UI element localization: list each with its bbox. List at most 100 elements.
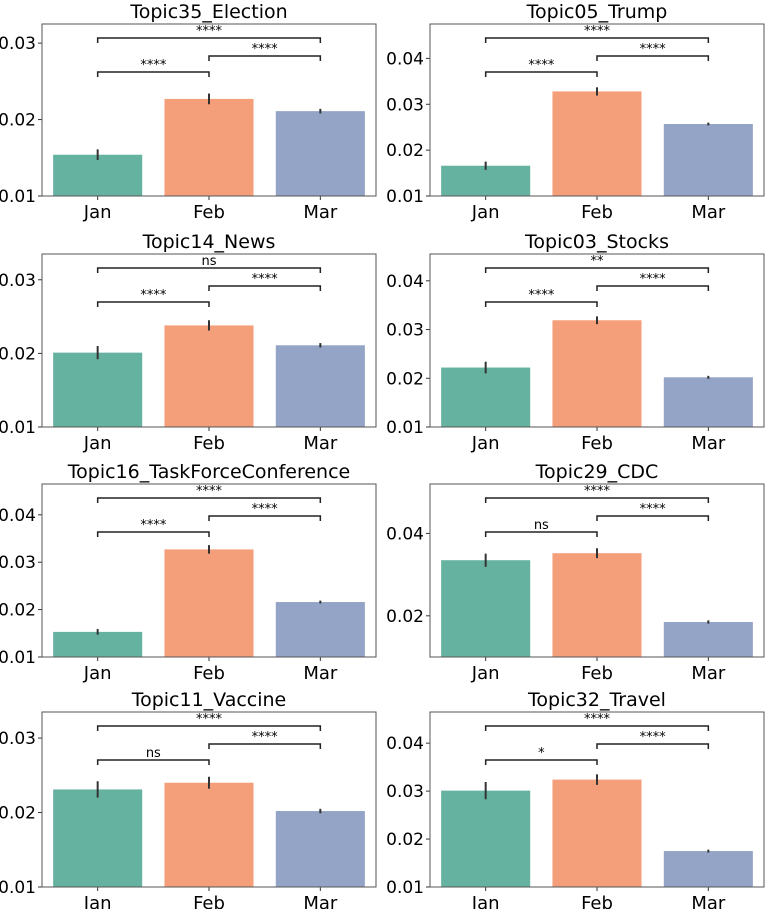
y-tick-label: 0.02 — [386, 607, 424, 627]
y-tick-label: 0.03 — [0, 271, 36, 291]
significance-label: * — [538, 746, 545, 761]
x-tick-label: Feb — [581, 663, 613, 684]
significance-bracket — [96, 71, 210, 77]
significance-label: **** — [196, 484, 223, 499]
plot-frame — [41, 23, 377, 197]
y-tick-label: 0.01 — [386, 187, 424, 207]
y-tick-label: 0.04 — [386, 524, 424, 544]
x-tick-label: Jan — [471, 663, 500, 684]
significance-bracket — [96, 301, 210, 307]
chart-title: Topic03_Stocks — [524, 231, 669, 253]
significance-label: **** — [584, 24, 611, 39]
x-tick-label: Mar — [691, 433, 726, 454]
significance-label: **** — [252, 502, 279, 517]
significance-bracket — [96, 759, 210, 765]
plot-frame — [41, 711, 377, 888]
significance-label: ns — [534, 518, 549, 533]
bar — [663, 621, 753, 657]
significance-bracket — [484, 301, 598, 307]
chart-panel: Topic03_Stocks Jan Feb Mar 0.01 0.02 0.03 0.04 *… — [386, 231, 765, 454]
bar — [441, 165, 531, 196]
y-tick-label: 0.02 — [386, 830, 424, 850]
bar — [53, 631, 143, 657]
x-tick-label: Mar — [303, 663, 338, 684]
significance-bracket — [96, 497, 322, 503]
significance-label: **** — [140, 288, 167, 303]
y-tick-label: 0.02 — [386, 369, 424, 389]
y-tick-label: 0.03 — [386, 782, 424, 802]
significance-label: **** — [528, 288, 555, 303]
chart-title: Topic14_News — [142, 231, 276, 253]
y-tick-label: 0.04 — [0, 506, 36, 526]
plot-frame — [429, 483, 765, 658]
chart-panel: Topic35_Election Jan Feb Mar 0.01 0.02 0.03 ***… — [0, 1, 377, 223]
y-tick-label: 0.01 — [0, 648, 36, 668]
chart-title: Topic32_Travel — [527, 689, 666, 711]
y-tick-label: 0.03 — [0, 729, 36, 749]
bar — [164, 549, 254, 657]
plot-frame — [429, 711, 765, 888]
bar — [164, 325, 254, 427]
significance-label: **** — [640, 502, 667, 517]
x-tick-label: Jan — [471, 433, 500, 454]
significance-bracket — [484, 267, 710, 273]
significance-bracket — [484, 759, 598, 765]
significance-bracket — [96, 725, 322, 731]
significance-label: **** — [640, 730, 667, 745]
chart-panel: Topic14_News Jan Feb Mar 0.01 0.02 0.03 **** ***… — [0, 231, 377, 454]
significance-label: **** — [640, 272, 667, 287]
significance-label: **** — [252, 730, 279, 745]
bar — [164, 98, 254, 196]
significance-label: **** — [528, 58, 555, 73]
chart-title: Topic05_Trump — [526, 1, 668, 23]
x-tick-label: Feb — [193, 202, 225, 223]
significance-bracket — [484, 531, 598, 537]
bar — [663, 123, 753, 196]
plot-frame — [429, 23, 765, 197]
x-tick-label: Mar — [691, 893, 726, 909]
chart-panel: Topic05_Trump Jan Feb Mar 0.01 0.02 0.03 0.04 **… — [386, 1, 765, 223]
y-tick-label: 0.02 — [0, 111, 36, 131]
y-tick-label: 0.02 — [386, 141, 424, 161]
significance-label: **** — [252, 42, 279, 57]
x-tick-label: Mar — [303, 202, 338, 223]
x-tick-label: Mar — [691, 663, 726, 684]
chart-title: Topic16_TaskForceConference — [67, 461, 350, 483]
x-tick-label: Feb — [581, 893, 613, 909]
y-tick-label: 0.04 — [386, 272, 424, 292]
significance-bracket — [208, 55, 322, 61]
y-tick-label: 0.04 — [386, 49, 424, 69]
significance-label: **** — [196, 24, 223, 39]
chart-title: Topic11_Vaccine — [131, 689, 287, 711]
plot-frame — [41, 253, 377, 428]
y-tick-label: 0.02 — [0, 601, 36, 621]
bar — [275, 811, 365, 887]
x-tick-label: Mar — [691, 202, 726, 223]
bar — [164, 782, 254, 887]
significance-bracket — [208, 743, 322, 749]
chart-panel: Topic32_Travel Jan Feb Mar 0.01 0.02 0.03 0.04 *… — [386, 689, 765, 913]
bar — [552, 91, 642, 196]
y-tick-label: 0.03 — [386, 95, 424, 115]
chart-panel: Topic29_CDC Jan Feb Mar 0.02 0.04 ns **** **** — [386, 461, 765, 684]
significance-bracket — [596, 515, 710, 521]
bar — [53, 154, 143, 196]
y-tick-label: 0.04 — [386, 734, 424, 754]
significance-bracket — [596, 743, 710, 749]
significance-label: **** — [140, 58, 167, 73]
bar — [275, 602, 365, 657]
significance-label: **** — [196, 712, 223, 727]
chart-title: Topic29_CDC — [535, 461, 659, 483]
significance-bracket — [208, 515, 322, 521]
significance-bracket — [596, 55, 710, 61]
y-tick-label: 0.02 — [0, 804, 36, 824]
bar — [663, 851, 753, 887]
bar — [275, 345, 365, 427]
significance-bracket — [596, 285, 710, 291]
significance-label: ns — [146, 746, 161, 761]
chart-title: Topic35_Election — [129, 1, 287, 23]
plot-frame — [429, 253, 765, 428]
x-tick-label: Feb — [193, 433, 225, 454]
significance-label: ** — [591, 254, 605, 269]
significance-bracket — [484, 725, 710, 731]
